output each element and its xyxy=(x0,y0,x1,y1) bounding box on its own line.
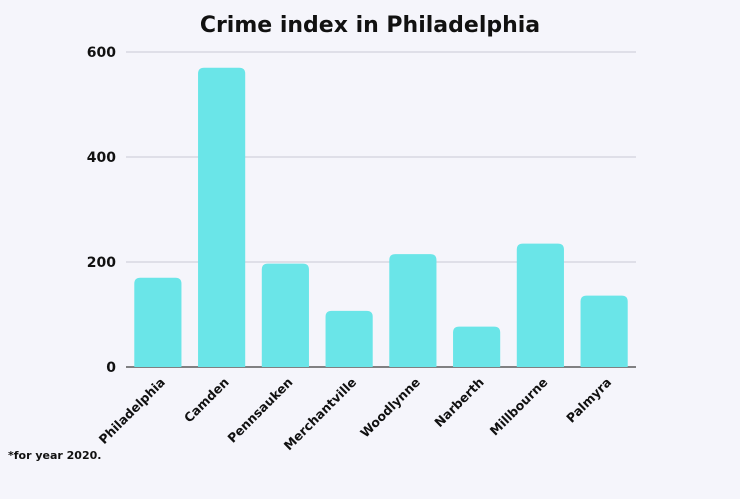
bar-palmyra xyxy=(580,295,628,367)
x-tick-label: Woodlynne xyxy=(357,375,423,441)
y-tick-label: 600 xyxy=(87,45,116,61)
x-tick-label: Millbourne xyxy=(487,375,551,439)
chart-title: Crime index in Philadelphia xyxy=(200,13,540,38)
x-tick-label: Camden xyxy=(181,375,232,426)
x-axis-ticks: Philadelphia CamdenPennsaukenMerchantvill… xyxy=(96,375,615,454)
bar-camden xyxy=(198,67,246,367)
bar-pennsauken xyxy=(261,263,309,367)
bar-philadelphia xyxy=(134,277,182,367)
footnote: *for year 2020. xyxy=(8,449,101,462)
x-tick-label: Pennsauken xyxy=(224,375,295,446)
bar-woodlynne xyxy=(389,254,437,367)
x-tick-label: Philadelphia xyxy=(96,375,168,447)
x-tick-label: Palmyra xyxy=(563,375,614,426)
bar-millbourne xyxy=(516,243,564,367)
y-tick-label: 400 xyxy=(87,150,116,166)
y-axis-ticks: 0 200 400 600 xyxy=(87,45,116,376)
bars xyxy=(134,67,628,367)
y-tick-label: 0 xyxy=(106,360,116,376)
bar-narberth xyxy=(453,326,501,367)
x-tick-label: Narberth xyxy=(431,375,487,431)
bar-merchantville xyxy=(325,310,373,367)
y-tick-label: 200 xyxy=(87,255,116,271)
